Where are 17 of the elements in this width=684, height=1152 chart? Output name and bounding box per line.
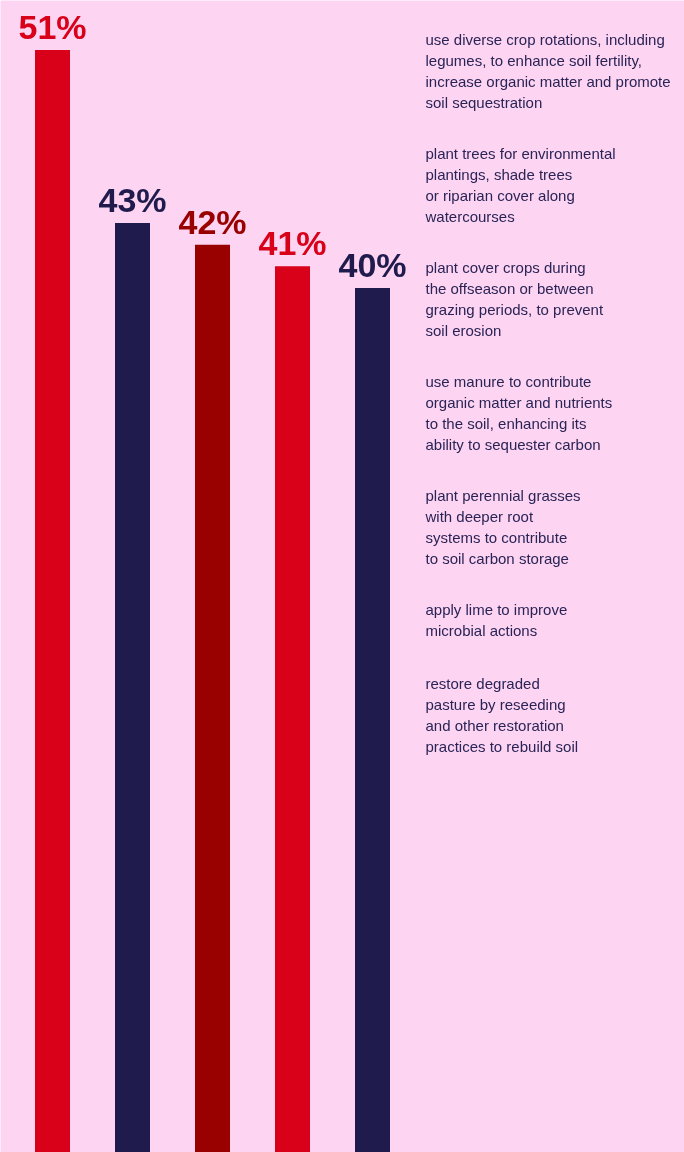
- text: plant perennial grasses with deeper root systems to contribute to soil carbon storage: [424, 486, 581, 568]
- text: use diverse crop rotations, including legumes, to enhance soil fertility, increase organic matter and promote soil sequestration: [425, 30, 671, 112]
- text: restore degraded pasture by reseeding and other restoration practices to rebuild soil: [425, 674, 579, 756]
- data-label: 41%: [258, 224, 327, 263]
- data-label: 42%: [178, 202, 247, 241]
- bar: [355, 287, 390, 1152]
- bar: [115, 223, 150, 1152]
- bar: [275, 266, 310, 1152]
- data-label: 51%: [18, 8, 87, 47]
- data-label: 40%: [338, 245, 407, 284]
- text: plant cover crops during the offseason or between grazing periods, to prevent soil erosion: [425, 258, 604, 340]
- data-label: 43%: [98, 181, 167, 220]
- text: use manure to contribute organic matter and nutrients to the soil, enhancing its ability to sequester carbon: [425, 372, 613, 454]
- bar: [35, 50, 70, 1152]
- text: plant trees for environmental plantings, shade trees or riparian cover along watercourses: [424, 144, 616, 226]
- text: apply lime to improve microbial actions: [425, 600, 568, 639]
- bar: [195, 244, 230, 1152]
